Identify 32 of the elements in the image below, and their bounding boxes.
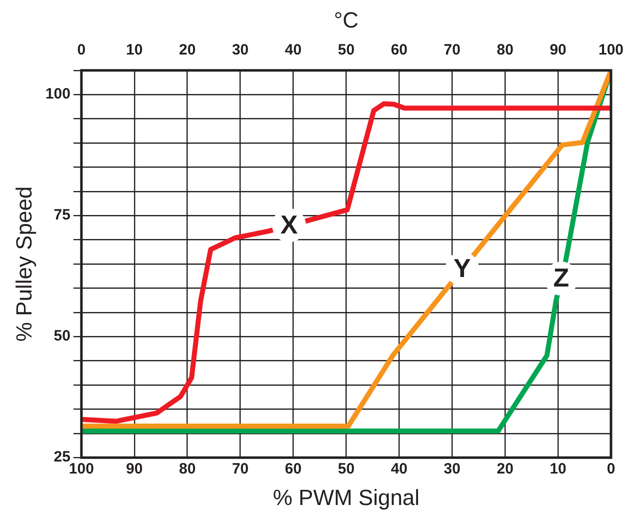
x2-tick-label: 60 <box>390 42 408 59</box>
annotation: Y <box>454 253 471 284</box>
x-tick-label: 0 <box>606 460 616 478</box>
x-axis-title: % PWM Signal <box>272 484 420 510</box>
x2-tick-label: 30 <box>232 42 249 59</box>
x2-tick-label: 90 <box>550 42 566 59</box>
annotation: X <box>280 209 298 240</box>
x-tick-label: 40 <box>390 460 408 478</box>
x-tick-label: 10 <box>550 460 566 478</box>
x-tick-label: 100 <box>68 460 94 478</box>
annotation: Z <box>553 262 570 293</box>
y-tick-label: 75 <box>54 206 70 224</box>
x2-tick-label: 50 <box>338 42 355 59</box>
x2-tick-label: 20 <box>179 42 196 59</box>
x2-tick-label: 100 <box>598 42 624 59</box>
x2-axis-title: °C <box>334 7 359 32</box>
x2-tick-label: 80 <box>496 42 514 59</box>
y-tick-label: 100 <box>45 86 70 103</box>
x-tick-label: 70 <box>232 460 249 478</box>
y-tick-label: 50 <box>54 328 70 345</box>
x2-tick-label: 70 <box>444 42 460 59</box>
x-tick-label: 50 <box>338 460 355 478</box>
x-tick-label: 90 <box>126 460 143 478</box>
x-tick-label: 60 <box>284 460 302 478</box>
x-tick-label: 20 <box>496 460 514 478</box>
y-tick-label: 25 <box>54 448 70 466</box>
x2-tick-label: 40 <box>284 42 302 59</box>
x2-tick-label: 0 <box>77 42 86 59</box>
x2-tick-label: 10 <box>126 42 143 59</box>
x-tick-label: 80 <box>179 460 196 478</box>
x-tick-label: 30 <box>444 460 460 478</box>
y-axis-title: % Pulley Speed <box>11 186 36 342</box>
